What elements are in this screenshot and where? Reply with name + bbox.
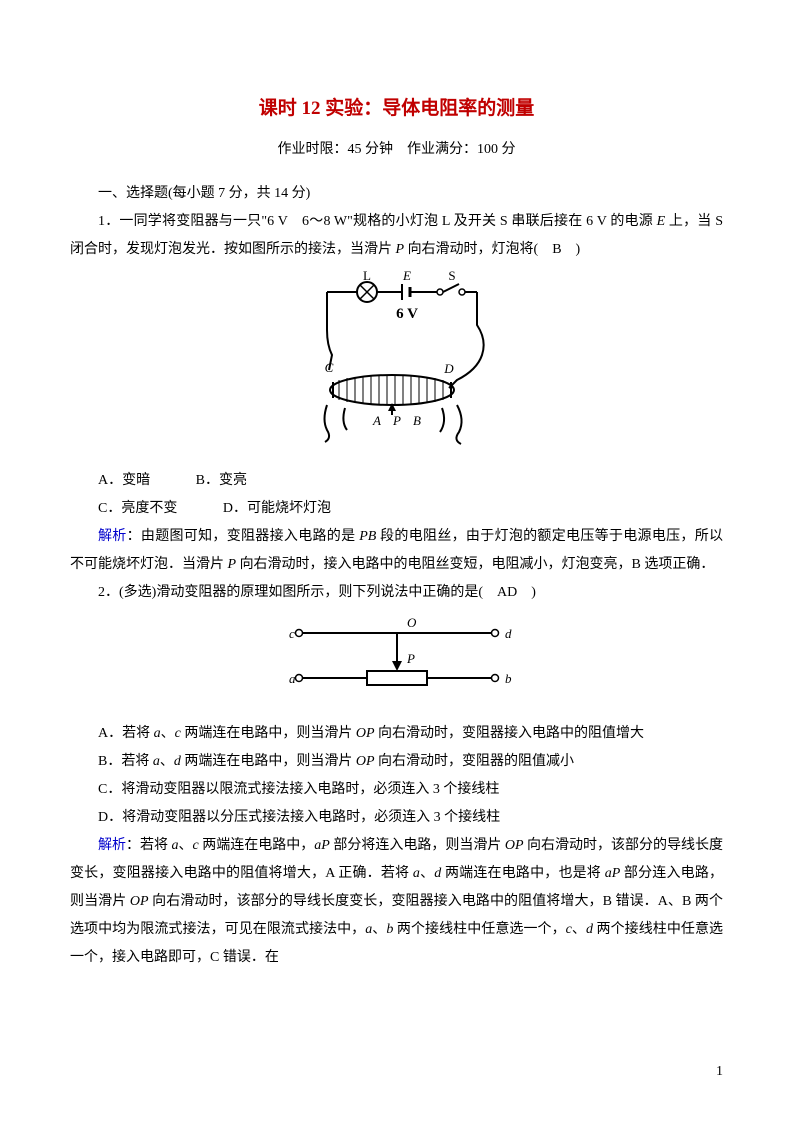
svg-text:d: d	[505, 626, 512, 641]
rheostat-diagram-icon: c d O P a b	[267, 613, 527, 703]
page-number: 1	[716, 1058, 723, 1086]
q1-options-ab: A．变暗 B．变亮	[70, 467, 723, 495]
q1-stem-a: 1．一同学将变阻器与一只"6 V 6～8 W"规格的小灯泡 L 及开关 S 串联…	[98, 214, 657, 229]
var-P2: P	[228, 557, 237, 572]
q1-exp-c: 向右滑动时，接入电路中的电阻丝变短，电阻减小，灯泡变亮，B 选项正确．	[236, 557, 714, 572]
svg-text:b: b	[505, 671, 512, 686]
q2-explanation: 解析：若将 a、c 两端连在电路中，aP 部分将连入电路，则当滑片 OP 向右滑…	[70, 832, 723, 972]
q1-figure: L E S 6 V C D A P B	[70, 270, 723, 461]
page-title: 课时 12 实验：导体电阻率的测量	[70, 90, 723, 128]
svg-text:S: S	[448, 270, 455, 283]
var-P: P	[396, 242, 405, 257]
q2-optC: C．将滑动变阻器以限流式接法接入电路时，必须连入 3 个接线柱	[70, 776, 723, 804]
q2-stem: 2．(多选)滑动变阻器的原理如图所示，则下列说法中正确的是( AD )	[70, 579, 723, 607]
exp-label-2: 解析	[98, 838, 126, 853]
svg-text:C: C	[324, 360, 333, 375]
svg-text:O: O	[407, 615, 417, 630]
subtitle: 作业时限：45 分钟 作业满分：100 分	[70, 136, 723, 164]
title-text: 课时 12 实验：导体电阻率的测量	[259, 98, 535, 119]
q2-optB: B．若将 a、d 两端连在电路中，则当滑片 OP 向右滑动时，变阻器的阻值减小	[70, 748, 723, 776]
svg-text:E: E	[402, 270, 411, 283]
svg-text:P: P	[406, 651, 415, 666]
var-E: E	[657, 214, 666, 229]
section-heading: 一、选择题(每小题 7 分，共 14 分)	[70, 180, 723, 208]
exp-label: 解析	[98, 529, 127, 544]
svg-text:P: P	[392, 413, 401, 428]
q2-figure: c d O P a b	[70, 613, 723, 714]
svg-text:D: D	[443, 361, 454, 376]
q1-stem: 1．一同学将变阻器与一只"6 V 6～8 W"规格的小灯泡 L 及开关 S 串联…	[70, 208, 723, 264]
q2-optD: D．将滑动变阻器以分压式接法接入电路时，必须连入 3 个接线柱	[70, 804, 723, 832]
svg-text:a: a	[289, 671, 296, 686]
q1-options-cd: C．亮度不变 D．可能烧坏灯泡	[70, 495, 723, 523]
q1-exp-a: ：由题图可知，变阻器接入电路的是	[127, 529, 360, 544]
var-PB: PB	[359, 529, 376, 544]
svg-text:B: B	[413, 413, 421, 428]
svg-text:c: c	[289, 626, 295, 641]
svg-text:6 V: 6 V	[396, 306, 418, 322]
q1-explanation: 解析：由题图可知，变阻器接入电路的是 PB 段的电阻丝，由于灯泡的额定电压等于电…	[70, 523, 723, 579]
svg-text:A: A	[372, 413, 381, 428]
svg-text:L: L	[363, 270, 371, 283]
q2-optA: A．若将 a、c 两端连在电路中，则当滑片 OP 向右滑动时，变阻器接入电路中的…	[70, 720, 723, 748]
circuit-diagram-icon: L E S 6 V C D A P B	[277, 270, 517, 450]
q1-stem-c: 向右滑动时，灯泡将( B )	[404, 242, 580, 257]
